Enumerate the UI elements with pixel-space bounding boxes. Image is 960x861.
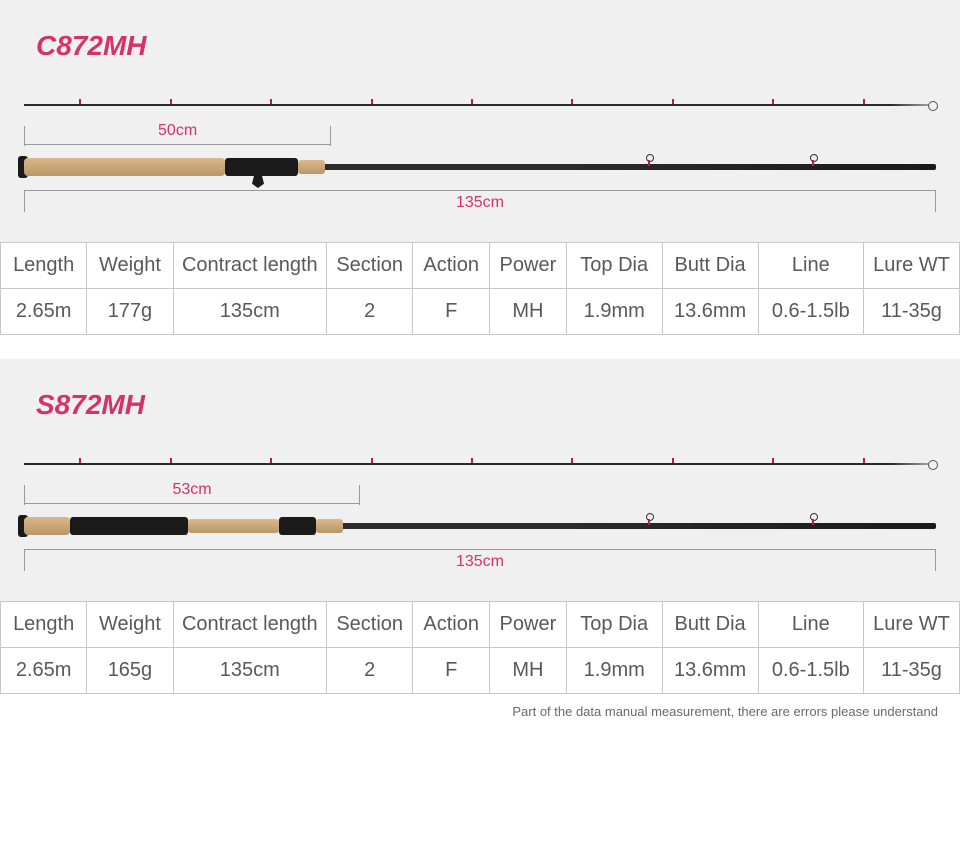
cell-lure: 11-35g [864, 648, 960, 694]
table-header-row: Length Weight Contract length Section Ac… [1, 243, 960, 289]
col-header: Action [413, 602, 490, 648]
rod-butt-section [24, 511, 936, 545]
col-header: Line [758, 602, 863, 648]
cell-action: F [413, 648, 490, 694]
col-header: Butt Dia [662, 243, 758, 289]
col-header: Contract length [173, 602, 326, 648]
col-header: Butt Dia [662, 602, 758, 648]
col-header: Length [1, 243, 87, 289]
cell-length: 2.65m [1, 648, 87, 694]
cell-contract: 135cm [173, 289, 326, 335]
handle-dimension-label: 50cm [154, 122, 201, 140]
col-header: Section [327, 602, 413, 648]
rod-diagram: 50cm 135cm [0, 82, 960, 242]
col-header: Line [758, 243, 863, 289]
footnote: Part of the data manual measurement, the… [0, 694, 960, 719]
col-header: Section [327, 243, 413, 289]
cell-butt-dia: 13.6mm [662, 648, 758, 694]
model-title: C872MH [0, 20, 960, 82]
cell-contract: 135cm [173, 648, 326, 694]
cell-power: MH [490, 289, 567, 335]
model-title: S872MH [0, 379, 960, 441]
col-header: Length [1, 602, 87, 648]
table-header-row: Length Weight Contract length Section Ac… [1, 602, 960, 648]
full-dimension-label: 135cm [450, 194, 510, 212]
cell-weight: 177g [87, 289, 173, 335]
col-header: Top Dia [566, 602, 662, 648]
col-header: Contract length [173, 243, 326, 289]
col-header: Lure WT [864, 243, 960, 289]
full-dimension: 135cm [24, 549, 936, 571]
col-header: Weight [87, 243, 173, 289]
model-block-0: C872MH 50cm 135cm [0, 0, 960, 242]
spec-table-1: Length Weight Contract length Section Ac… [0, 601, 960, 694]
cell-lure: 11-35g [864, 289, 960, 335]
cell-section: 2 [327, 289, 413, 335]
handle-dimension: 50cm [24, 126, 331, 146]
spec-table-0: Length Weight Contract length Section Ac… [0, 242, 960, 335]
handle-dimension-label: 53cm [168, 481, 215, 499]
handle-dimension: 53cm [24, 485, 360, 505]
cell-length: 2.65m [1, 289, 87, 335]
cell-weight: 165g [87, 648, 173, 694]
cell-action: F [413, 289, 490, 335]
col-header: Lure WT [864, 602, 960, 648]
cell-top-dia: 1.9mm [566, 648, 662, 694]
table-row: 2.65m 165g 135cm 2 F MH 1.9mm 13.6mm 0.6… [1, 648, 960, 694]
col-header: Action [413, 243, 490, 289]
table-row: 2.65m 177g 135cm 2 F MH 1.9mm 13.6mm 0.6… [1, 289, 960, 335]
col-header: Top Dia [566, 243, 662, 289]
full-dimension: 135cm [24, 190, 936, 212]
cell-top-dia: 1.9mm [566, 289, 662, 335]
rod-tip-section [24, 104, 936, 106]
rod-butt-section [24, 152, 936, 186]
rod-diagram: 53cm 135cm [0, 441, 960, 601]
cell-line: 0.6-1.5lb [758, 289, 863, 335]
col-header: Weight [87, 602, 173, 648]
full-dimension-label: 135cm [450, 553, 510, 571]
cell-butt-dia: 13.6mm [662, 289, 758, 335]
cell-power: MH [490, 648, 567, 694]
col-header: Power [490, 602, 567, 648]
model-block-1: S872MH 53cm 135cm [0, 359, 960, 601]
cell-section: 2 [327, 648, 413, 694]
col-header: Power [490, 243, 567, 289]
cell-line: 0.6-1.5lb [758, 648, 863, 694]
rod-tip-section [24, 463, 936, 465]
